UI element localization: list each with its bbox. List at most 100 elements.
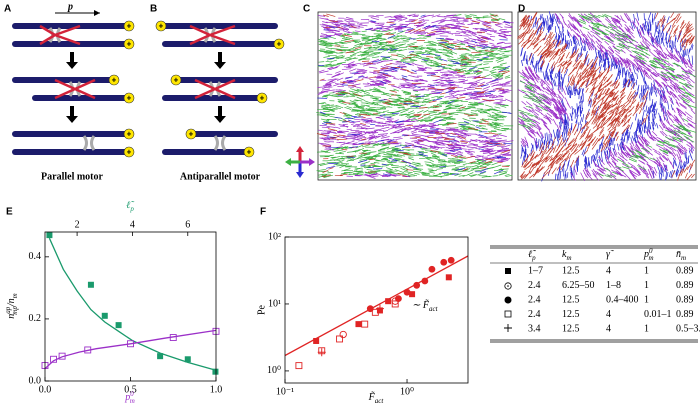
plus-end: +: [256, 92, 268, 104]
label-part: ap: [4, 306, 12, 314]
point: [313, 337, 320, 344]
x-axis-label: p0 m: [124, 390, 135, 404]
table-cell: 1–8: [606, 280, 621, 291]
point: [87, 281, 94, 288]
x2-tick-label: 6: [185, 219, 190, 230]
table-cell: 2.4: [528, 294, 541, 305]
point: [409, 291, 416, 298]
y-tick-label: 0.4: [29, 251, 42, 262]
plus-end: +: [123, 146, 135, 158]
y-axis-label: Pe: [256, 304, 267, 315]
point: [361, 320, 369, 328]
point: [46, 232, 53, 239]
plus-end: +: [123, 128, 135, 140]
legend-symbol: [504, 296, 512, 304]
table-cell: 4: [606, 265, 611, 276]
y-axis-label: napmp/nm: [4, 293, 19, 318]
point: [339, 330, 347, 339]
x-tick-label: 0.5: [124, 384, 137, 395]
table-cell: 2.4: [528, 309, 541, 320]
label-part: F̃: [368, 391, 376, 404]
table-cell: 0.89: [676, 265, 694, 276]
x2-tick-label: 4: [130, 219, 135, 230]
label-part: /n: [6, 298, 17, 307]
plot-frame: [284, 236, 469, 384]
polarity-label: p: [67, 1, 73, 12]
x-tick-label: 1.0: [210, 384, 223, 395]
header-part: m: [681, 254, 686, 262]
step-arrow: [214, 52, 226, 69]
table: [490, 245, 698, 343]
table-cell: 1: [644, 280, 649, 291]
panel-label: D: [518, 4, 525, 15]
panel-label: F: [260, 207, 266, 218]
header-part: p: [643, 249, 649, 260]
table-cell: 4: [606, 323, 611, 334]
point: [157, 353, 164, 360]
table-header: km: [562, 249, 572, 261]
point: [317, 348, 326, 357]
legend-symbol: [504, 324, 512, 332]
table-cell: 1: [644, 323, 649, 334]
fit-line: [45, 329, 216, 370]
table-cell: 2.4: [528, 280, 541, 291]
y-tick-label: 0.2: [29, 313, 42, 324]
legend-symbol: [504, 282, 512, 290]
plus-sign: +: [127, 22, 132, 31]
plus-end: +: [243, 146, 255, 158]
fit-line: [48, 237, 216, 371]
plus-end: +: [185, 128, 197, 140]
table-cell: 12.5: [562, 309, 580, 320]
motor: [54, 78, 96, 100]
table-header: γ̃: [606, 249, 614, 260]
point: [295, 362, 303, 370]
plus-sign: +: [112, 76, 117, 85]
table-cell: 0.89: [676, 294, 694, 305]
x2-tick-label: 2: [75, 219, 80, 230]
diagram-parallel: p + + + + + + Parallel motor: [12, 1, 135, 182]
step-arrow: [66, 106, 78, 123]
plus-end: +: [123, 92, 135, 104]
point: [440, 258, 448, 266]
table-cell: 0.4–400: [606, 294, 639, 305]
plus-end: +: [123, 20, 135, 32]
plus-end: +: [155, 20, 167, 32]
panel-label: E: [6, 207, 13, 218]
legend-symbol: [504, 310, 512, 318]
orientation-key: [285, 146, 315, 178]
table-header: p0 m: [643, 247, 654, 262]
filament-texture: [517, 13, 697, 178]
table-header: n̄m: [676, 249, 686, 261]
label-part: 0: [130, 390, 134, 398]
plus-end: +: [123, 38, 135, 50]
table-header: ℓ̃p: [528, 249, 536, 261]
y-tick-label: 10²: [268, 231, 281, 242]
point: [101, 312, 108, 319]
plus-end: +: [108, 74, 120, 86]
point: [375, 304, 384, 313]
table-cell: 1: [644, 294, 649, 305]
label-part: mp: [11, 306, 19, 315]
label-part: ℓ̃: [126, 200, 134, 211]
x-tick-label: 0.0: [39, 384, 52, 395]
table-cell: 0.89: [676, 280, 694, 291]
table-cell: 1: [644, 265, 649, 276]
x-tick-label: 10⁰: [400, 386, 414, 397]
arrowhead: [94, 10, 100, 16]
table-cell: 4: [606, 309, 611, 320]
motor-hub: [82, 135, 96, 151]
header-part: 0: [649, 247, 653, 255]
table-cell: 0.89: [676, 309, 694, 320]
step-arrow: [214, 106, 226, 123]
plus-end: +: [170, 74, 182, 86]
point: [371, 308, 379, 316]
label-part: ∼ F̃: [412, 299, 430, 312]
y-tick-label: 10¹: [268, 298, 281, 309]
simulation-snapshot: [517, 11, 697, 182]
table-cell: 12.5: [562, 265, 580, 276]
plus-sign: +: [159, 22, 164, 31]
diagram-antiparallel: + + + + + + Antiparallel motor: [155, 20, 285, 182]
label-part: act: [429, 305, 439, 313]
plus-sign: +: [127, 148, 132, 157]
plus-sign: +: [127, 130, 132, 139]
